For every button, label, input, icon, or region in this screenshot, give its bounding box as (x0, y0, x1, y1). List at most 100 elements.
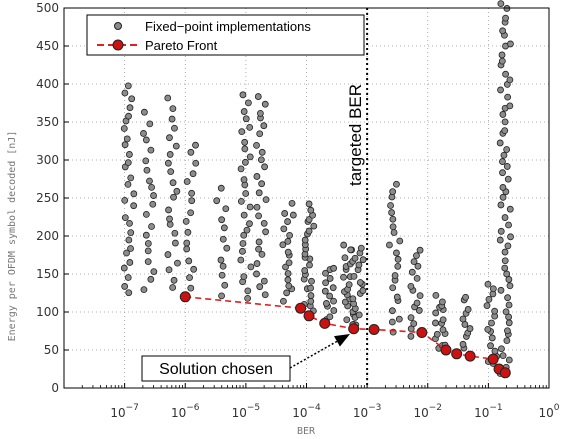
fixed-point-marker (390, 229, 398, 236)
y-tick-label: 150 (36, 267, 59, 281)
fixed-point-marker (340, 273, 347, 281)
fixed-point-marker (241, 145, 249, 153)
y-tick-label: 200 (36, 229, 59, 243)
fixed-point-marker (280, 297, 287, 305)
fixed-point-marker (326, 313, 334, 321)
fixed-point-marker (356, 279, 364, 286)
annotations: targeted BER Solution chosen (141, 8, 369, 388)
fixed-point-marker (322, 269, 329, 277)
fixed-point-marker (306, 261, 313, 269)
fixed-point-marker (505, 221, 512, 229)
fixed-point-marker (240, 231, 248, 239)
fixed-point-marker (439, 326, 447, 334)
fixed-point-marker (391, 272, 399, 279)
fixed-point-marker (307, 297, 315, 305)
fixed-point-marker (121, 141, 129, 149)
fixed-point-marker (126, 259, 134, 266)
fixed-point-marker (262, 196, 270, 204)
fixed-point-marker (255, 189, 263, 197)
x-tick-label: 100 (538, 403, 559, 420)
fixed-point-marker (407, 314, 415, 322)
fixed-point-marker (407, 332, 415, 340)
fixed-point-marker (485, 295, 493, 303)
fixed-point-marker (359, 256, 367, 264)
fixed-point-marker (501, 214, 509, 221)
y-tick-label: 250 (36, 191, 59, 205)
fixed-point-marker (501, 248, 509, 256)
fixed-point-marker (415, 307, 423, 314)
fixed-point-marker (261, 163, 268, 171)
targeted-ber-label: targeted BER (346, 84, 365, 186)
fixed-point-marker (245, 99, 252, 107)
fixed-point-marker (345, 281, 353, 289)
fixed-point-marker (183, 178, 191, 185)
fixed-point-marker (408, 268, 416, 276)
fixed-point-marker (187, 209, 195, 217)
fixed-point-marker (240, 273, 248, 281)
fixed-point-marker (217, 184, 225, 192)
fixed-point-marker (253, 203, 261, 211)
fixed-point-marker (407, 282, 415, 290)
fixed-point-marker (505, 319, 513, 327)
fixed-point-marker (305, 227, 313, 235)
fixed-point-marker (497, 227, 505, 235)
fixed-point-marker (256, 283, 264, 291)
fixed-point-marker (256, 130, 264, 138)
pareto-point (179, 291, 191, 303)
pareto-point (440, 344, 452, 356)
fixed-point-marker (349, 295, 357, 303)
fixed-point-marker (307, 284, 314, 292)
fixed-point-marker (499, 158, 506, 165)
fixed-point-marker (127, 245, 134, 252)
fixed-point-marker (350, 272, 358, 280)
fixed-point-marker (389, 215, 397, 223)
fixed-point-marker (507, 40, 514, 48)
fixed-point-marker (497, 0, 505, 8)
solution-chosen-box (141, 355, 291, 382)
fixed-point-marker (169, 105, 177, 113)
legend-box (86, 14, 365, 56)
fixed-point-marker (357, 244, 365, 252)
fixed-point-marker (308, 277, 315, 285)
fixed-point-marker (217, 256, 225, 264)
fixed-point-marker (172, 142, 180, 150)
fixed-point-marker (125, 289, 133, 297)
fixed-point-marker (143, 166, 151, 174)
fixed-point-marker (323, 300, 330, 307)
fixed-point-marker (410, 320, 418, 328)
fixed-point-marker (410, 258, 418, 266)
fixed-point-marker (246, 123, 254, 131)
fixed-point-marker (174, 259, 181, 267)
fixed-point-marker (183, 245, 191, 253)
fixed-point-marker (147, 275, 155, 283)
fixed-point-marker (258, 148, 266, 156)
fixed-point-marker (343, 316, 351, 324)
fixed-point-marker (506, 282, 514, 290)
fixed-point-marker (182, 217, 190, 225)
fixed-point-marker (260, 277, 268, 285)
fixed-point-marker (459, 340, 467, 348)
x-tick-label: 10−5 (232, 403, 261, 420)
fixed-point-marker (241, 138, 249, 146)
fixed-point-marker (503, 163, 511, 170)
fixed-point-marker (504, 93, 512, 101)
fixed-point-marker (439, 298, 446, 306)
fixed-point-marker (223, 244, 231, 252)
plot-frame (63, 7, 550, 389)
fixed-point-marker (149, 200, 157, 208)
fixed-point-marker (284, 237, 292, 245)
y-tick-label: 500 (36, 1, 59, 15)
fixed-point-marker (489, 285, 497, 293)
fixed-point-marker (247, 263, 255, 271)
pareto-point (319, 317, 331, 329)
fixed-point-marker (120, 264, 128, 272)
fixed-point-marker (237, 165, 245, 173)
fixed-point-marker (506, 76, 514, 84)
x-tick-label: 10−6 (171, 403, 200, 420)
fixed-point-marker (432, 319, 439, 327)
fixed-point-marker (240, 176, 248, 184)
fixed-point-marker (505, 301, 513, 309)
fixed-point-marker (394, 262, 402, 270)
fixed-point-marker (504, 294, 511, 302)
fixed-point-marker (330, 307, 338, 314)
